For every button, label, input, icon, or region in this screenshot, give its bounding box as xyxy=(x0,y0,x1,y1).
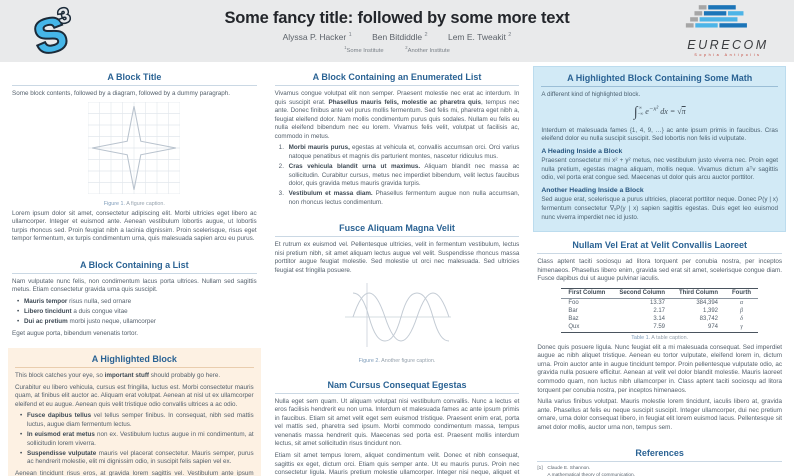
author: Lem E. Tweakit 2 xyxy=(447,32,512,42)
column-3: A Highlighted Block Containing Some Math… xyxy=(533,66,787,476)
block-heading: A Block Containing a List xyxy=(12,256,257,274)
author-list: Alyssa P. Hacker 1 Ben Bitdiddle 2 Lem E… xyxy=(0,32,794,42)
header-center: Some fancy title: followed by some more … xyxy=(0,0,794,54)
block-heading: Nullam Vel Erat at Velit Convallis Laore… xyxy=(537,236,783,255)
block-references: References [1] Claude E. Shannon. A math… xyxy=(533,442,786,476)
table-caption: Table 1. A table caption. xyxy=(631,334,689,341)
paragraph: Some block contents, followed by a diagr… xyxy=(12,90,231,97)
star-figure xyxy=(12,101,257,199)
paragraph: Nulla varius finibus volutpat. Mauris mo… xyxy=(537,398,783,431)
bullet-list: Fusce dapibus tellus vel tellus semper f… xyxy=(19,412,254,466)
paragraph: Praesent consectetur mi x² + y² metus, n… xyxy=(541,157,779,182)
column-1: A Block Title Some block contents, follo… xyxy=(8,66,261,476)
sine-curve-1 xyxy=(352,292,450,341)
reference-title: A mathematical theory of communication. xyxy=(547,473,636,476)
paragraph: Class aptent taciti sociosqu ad litora t… xyxy=(537,258,783,283)
poster-title: Some fancy title: followed by some more … xyxy=(224,9,570,27)
inblock-heading: Another Heading Inside a Block xyxy=(541,186,644,194)
poster-body: A Block Title Some block contents, follo… xyxy=(0,62,794,476)
paragraph: Curabitur eu libero vehicula, cursus est… xyxy=(15,383,254,408)
block-heading: References xyxy=(537,444,783,463)
math-equation: ∫ ∞ −∞ e−x² dx = √π xyxy=(633,104,686,120)
star-shape xyxy=(92,105,177,190)
block-highlighted: A Highlighted Block This block catches y… xyxy=(8,348,261,476)
table-header-row: First Column Second Column Third Column … xyxy=(561,287,759,299)
s3-logo: S 3 xyxy=(22,3,88,66)
list-item: Libero tincidunt a duis congue vitae xyxy=(16,308,257,317)
paragraph: Vivamus congue volutpat elit non semper.… xyxy=(274,90,520,140)
paragraph: Sed augue erat, scelerisque a purus ultr… xyxy=(541,196,779,221)
paragraph: This block catches your eye, so importan… xyxy=(15,372,221,380)
data-table: First Column Second Column Third Column … xyxy=(561,287,759,333)
s3-logo-graphic: S 3 xyxy=(27,3,74,66)
block-a-block-title: A Block Title Some block contents, follo… xyxy=(8,66,261,252)
block-list: A Block Containing a List Nam vulputate … xyxy=(8,254,261,346)
reference-entry: [1] Claude E. Shannon. A mathematical th… xyxy=(537,466,782,476)
block-fusce-aliquam: Fusce Aliquam Magna Velit Et rutrum ex e… xyxy=(271,217,524,371)
list-item: Cras vehicula blandit urna ut maximus. A… xyxy=(279,163,520,188)
block-heading: A Highlighted Block xyxy=(15,350,254,369)
figure-caption: Figure 1. A figure caption. xyxy=(103,200,165,207)
table-row: Foo 13.37 384,394 α xyxy=(568,299,744,306)
block-heading: Nam Cursus Consequat Egestas xyxy=(274,376,520,394)
sine-curve-2 xyxy=(352,292,450,342)
institute: 1Some Institute xyxy=(344,45,384,54)
paragraph: Etiam sit amet tempus lorem, aliquet con… xyxy=(274,451,520,476)
data-table-wrap: First Column Second Column Third Column … xyxy=(537,287,782,333)
star-figure-canvas xyxy=(88,101,181,194)
sine-figure xyxy=(275,279,520,356)
paragraph: A different kind of highlighted block. xyxy=(541,91,641,98)
block-table: Nullam Vel Erat at Velit Convallis Laore… xyxy=(533,234,786,440)
eurecom-wordmark: EURECOM xyxy=(687,38,769,52)
eurecom-logo: EURECOM Sophia Antipolis xyxy=(676,5,780,57)
eurecom-logo-bars xyxy=(685,5,747,28)
block-enumerated-list: A Block Containing an Enumerated List Vi… xyxy=(271,66,524,215)
list-item: Dui ac pretium morbi justo neque, ullamc… xyxy=(16,318,257,327)
reference-author: Claude E. Shannon. xyxy=(547,466,591,472)
block-heading: A Block Title xyxy=(12,68,257,86)
paragraph: Et rutrum ex euismod vel. Pellentesque u… xyxy=(274,241,520,274)
paragraph: Interdum et malesuada fames {1, 4, 9, …}… xyxy=(541,126,779,143)
list-item: Mauris tempor risus nulla, sed ornare xyxy=(16,298,257,307)
list-item: Morbi mauris purus, egestas at vehicula … xyxy=(279,144,520,160)
list-item: In euismod erat metus non ex. Vestibulum… xyxy=(19,431,254,448)
institute: 2Another Institute xyxy=(405,45,450,54)
list-item: Suspendisse vulputate mauris vel placera… xyxy=(19,450,254,467)
block-heading: Fusce Aliquam Magna Velit xyxy=(274,219,520,238)
list-item: Vestibulum et massa diam. Phasellus ferm… xyxy=(279,190,520,206)
paragraph: Aenean tincidunt risus eros, at gravida … xyxy=(15,469,254,476)
list-item: Fusce dapibus tellus vel tellus semper f… xyxy=(19,412,254,429)
block-heading: A Highlighted Block Containing Some Math xyxy=(541,69,779,87)
author: Ben Bitdiddle 2 xyxy=(372,32,428,42)
paragraph: Donec quis posuere ligula. Nunc feugiat … xyxy=(537,343,783,394)
inblock-heading: A Heading Inside a Block xyxy=(541,147,623,155)
author: Alyssa P. Hacker 1 xyxy=(282,32,352,42)
poster-header: S 3 Some fancy title: followed by some m… xyxy=(0,0,794,66)
table-row: Bar 2.17 1,392 β xyxy=(568,307,744,314)
paragraph: Nulla eget sem quam. Ut aliquam volutpat… xyxy=(274,397,520,448)
institute-list: 1Some Institute 2Another Institute xyxy=(0,45,794,54)
table-row: Baz 3.14 83,742 δ xyxy=(568,315,743,322)
paragraph: Eget augue porta, bibendum venenatis tor… xyxy=(12,329,139,337)
block-heading: A Block Containing an Enumerated List xyxy=(274,68,520,86)
eurecom-subtitle: Sophia Antipolis xyxy=(694,53,762,57)
figure-caption: Figure 2. Another figure caption. xyxy=(358,357,436,364)
block-nam-cursus: Nam Cursus Consequat Egestas Nulla eget … xyxy=(271,374,524,476)
column-2: A Block Containing an Enumerated List Vi… xyxy=(271,66,524,476)
paragraph: Lorem ipsum dolor sit amet, consectetur … xyxy=(12,209,257,243)
bullet-list: Mauris tempor risus nulla, sed ornare Li… xyxy=(16,298,257,327)
sine-figure-canvas xyxy=(345,282,451,347)
table-row: Qux 7.59 974 γ xyxy=(561,322,759,333)
paragraph: Nam vulputate nunc felis, non condimentu… xyxy=(12,277,257,294)
block-highlighted-math: A Highlighted Block Containing Some Math… xyxy=(533,66,787,233)
numbered-list: Morbi mauris purus, egestas at vehicula … xyxy=(279,144,520,207)
